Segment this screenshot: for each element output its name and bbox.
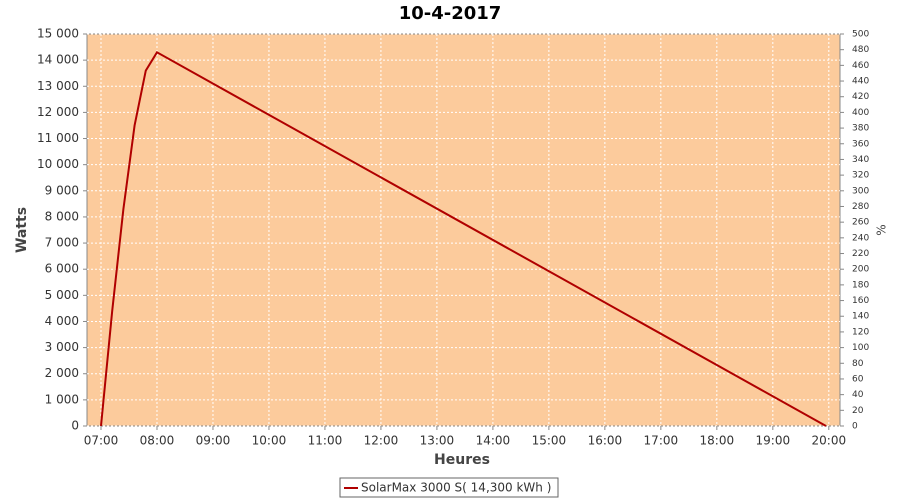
legend-label: SolarMax 3000 S( 14,300 kWh ) bbox=[361, 481, 551, 495]
y2-tick-label: 0 bbox=[852, 422, 858, 432]
y2-tick-label: 180 bbox=[852, 280, 869, 290]
y-tick-label: 12 000 bbox=[37, 105, 79, 119]
y-tick-label: 10 000 bbox=[37, 157, 79, 171]
data-line bbox=[100, 50, 827, 427]
x-tick-label: 15:00 bbox=[532, 434, 567, 448]
x-tick-label: 09:00 bbox=[196, 434, 231, 448]
y-tick-label: 13 000 bbox=[37, 79, 79, 93]
y-tick-label: 7 000 bbox=[45, 236, 79, 250]
y2-tick-label: 460 bbox=[852, 61, 869, 71]
y2-tick-label: 80 bbox=[852, 359, 864, 369]
y2-tick-label: 220 bbox=[852, 249, 869, 259]
y2-tick-label: 200 bbox=[852, 265, 869, 275]
y2-tick-label: 300 bbox=[852, 186, 869, 196]
x-tick-label: 12:00 bbox=[364, 434, 399, 448]
y2-tick-label: 60 bbox=[852, 374, 864, 384]
x-tick-label: 20:00 bbox=[812, 434, 847, 448]
y2-tick-label: 20 bbox=[852, 406, 864, 416]
y2-tick-label: 160 bbox=[852, 296, 869, 306]
y2-tick-label: 420 bbox=[852, 92, 869, 102]
y2-tick-label: 380 bbox=[852, 124, 869, 134]
x-tick-label: 19:00 bbox=[756, 434, 791, 448]
x-tick-label: 17:00 bbox=[644, 434, 679, 448]
y-tick-label: 5 000 bbox=[45, 288, 79, 302]
y2-tick-label: 260 bbox=[852, 218, 869, 228]
y2-tick-label: 320 bbox=[852, 171, 869, 181]
x-tick-label: 08:00 bbox=[140, 434, 175, 448]
x-tick-label: 11:00 bbox=[308, 434, 343, 448]
x-axis-label: Heures bbox=[434, 452, 490, 468]
y-tick-label: 3 000 bbox=[45, 340, 79, 354]
x-tick-label: 07:00 bbox=[84, 434, 119, 448]
plot-area bbox=[86, 33, 841, 427]
y-axis-label: Watts bbox=[14, 207, 30, 253]
y-tick-label: 4 000 bbox=[45, 314, 79, 328]
y2-tick-label: 340 bbox=[852, 155, 869, 165]
y2-tick-label: 40 bbox=[852, 390, 864, 400]
y-tick-label: 0 bbox=[71, 419, 79, 433]
y-tick-label: 11 000 bbox=[37, 131, 79, 145]
chart-title: 10-4-2017 bbox=[399, 3, 502, 24]
y2-tick-label: 480 bbox=[852, 45, 869, 55]
y2-tick-label: 360 bbox=[852, 139, 869, 149]
y-tick-label: 6 000 bbox=[45, 262, 79, 276]
y-tick-label: 2 000 bbox=[45, 366, 79, 380]
legend-box bbox=[339, 477, 559, 498]
y-tick-label: 15 000 bbox=[37, 27, 79, 41]
y2-axis-label: % bbox=[875, 224, 889, 235]
x-tick-label: 16:00 bbox=[588, 434, 623, 448]
x-tick-label: 18:00 bbox=[700, 434, 735, 448]
y-tick-label: 14 000 bbox=[37, 53, 79, 67]
x-tick-label: 13:00 bbox=[420, 434, 455, 448]
y2-tick-label: 500 bbox=[852, 30, 869, 40]
y2-tick-label: 440 bbox=[852, 77, 869, 87]
x-tick-label: 14:00 bbox=[476, 434, 511, 448]
y-tick-label: 8 000 bbox=[45, 209, 79, 223]
y2-tick-label: 240 bbox=[852, 233, 869, 243]
x-tick-label: 10:00 bbox=[252, 434, 287, 448]
y-tick-label: 1 000 bbox=[45, 392, 79, 406]
y-tick-label: 9 000 bbox=[45, 183, 79, 197]
y2-tick-label: 280 bbox=[852, 202, 869, 212]
y2-tick-label: 100 bbox=[852, 343, 869, 353]
y2-tick-label: 400 bbox=[852, 108, 869, 118]
y2-tick-label: 120 bbox=[852, 327, 869, 337]
y2-tick-label: 140 bbox=[852, 312, 869, 322]
